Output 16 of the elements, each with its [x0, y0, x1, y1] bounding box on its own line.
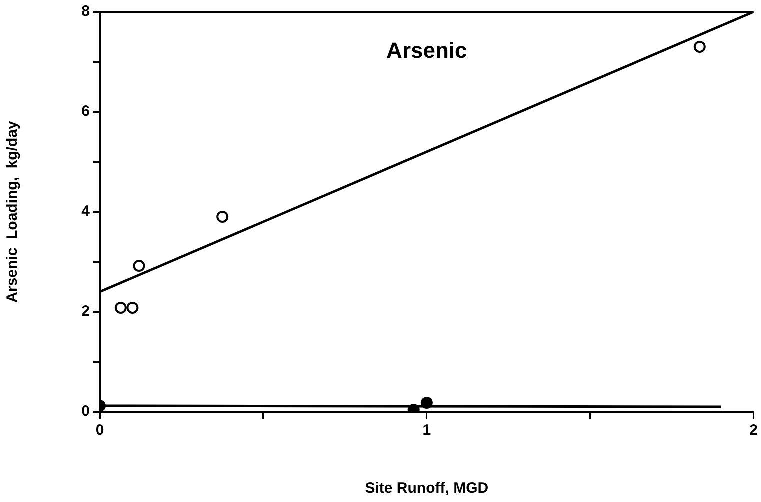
y-tick-label: 8 [82, 3, 90, 20]
point [694, 41, 706, 53]
point [216, 211, 229, 223]
text: Arsenic [386, 38, 468, 64]
x-axis-title: Site Runoff, MGD [365, 480, 489, 498]
y-tick-label: 2 [82, 303, 90, 320]
y-axis-title: Arsenic Loading, kg/day [4, 120, 22, 303]
y-tick-label: 4 [82, 203, 91, 220]
point [114, 302, 127, 314]
x-tick-label: 0 [96, 422, 104, 440]
x-tick-label: 1 [422, 422, 432, 440]
y-tick-label: 6 [82, 103, 90, 120]
y-tick-label: 0 [82, 403, 90, 420]
point [126, 302, 139, 314]
x-tick-label: 2 [750, 422, 758, 440]
point [133, 260, 146, 272]
